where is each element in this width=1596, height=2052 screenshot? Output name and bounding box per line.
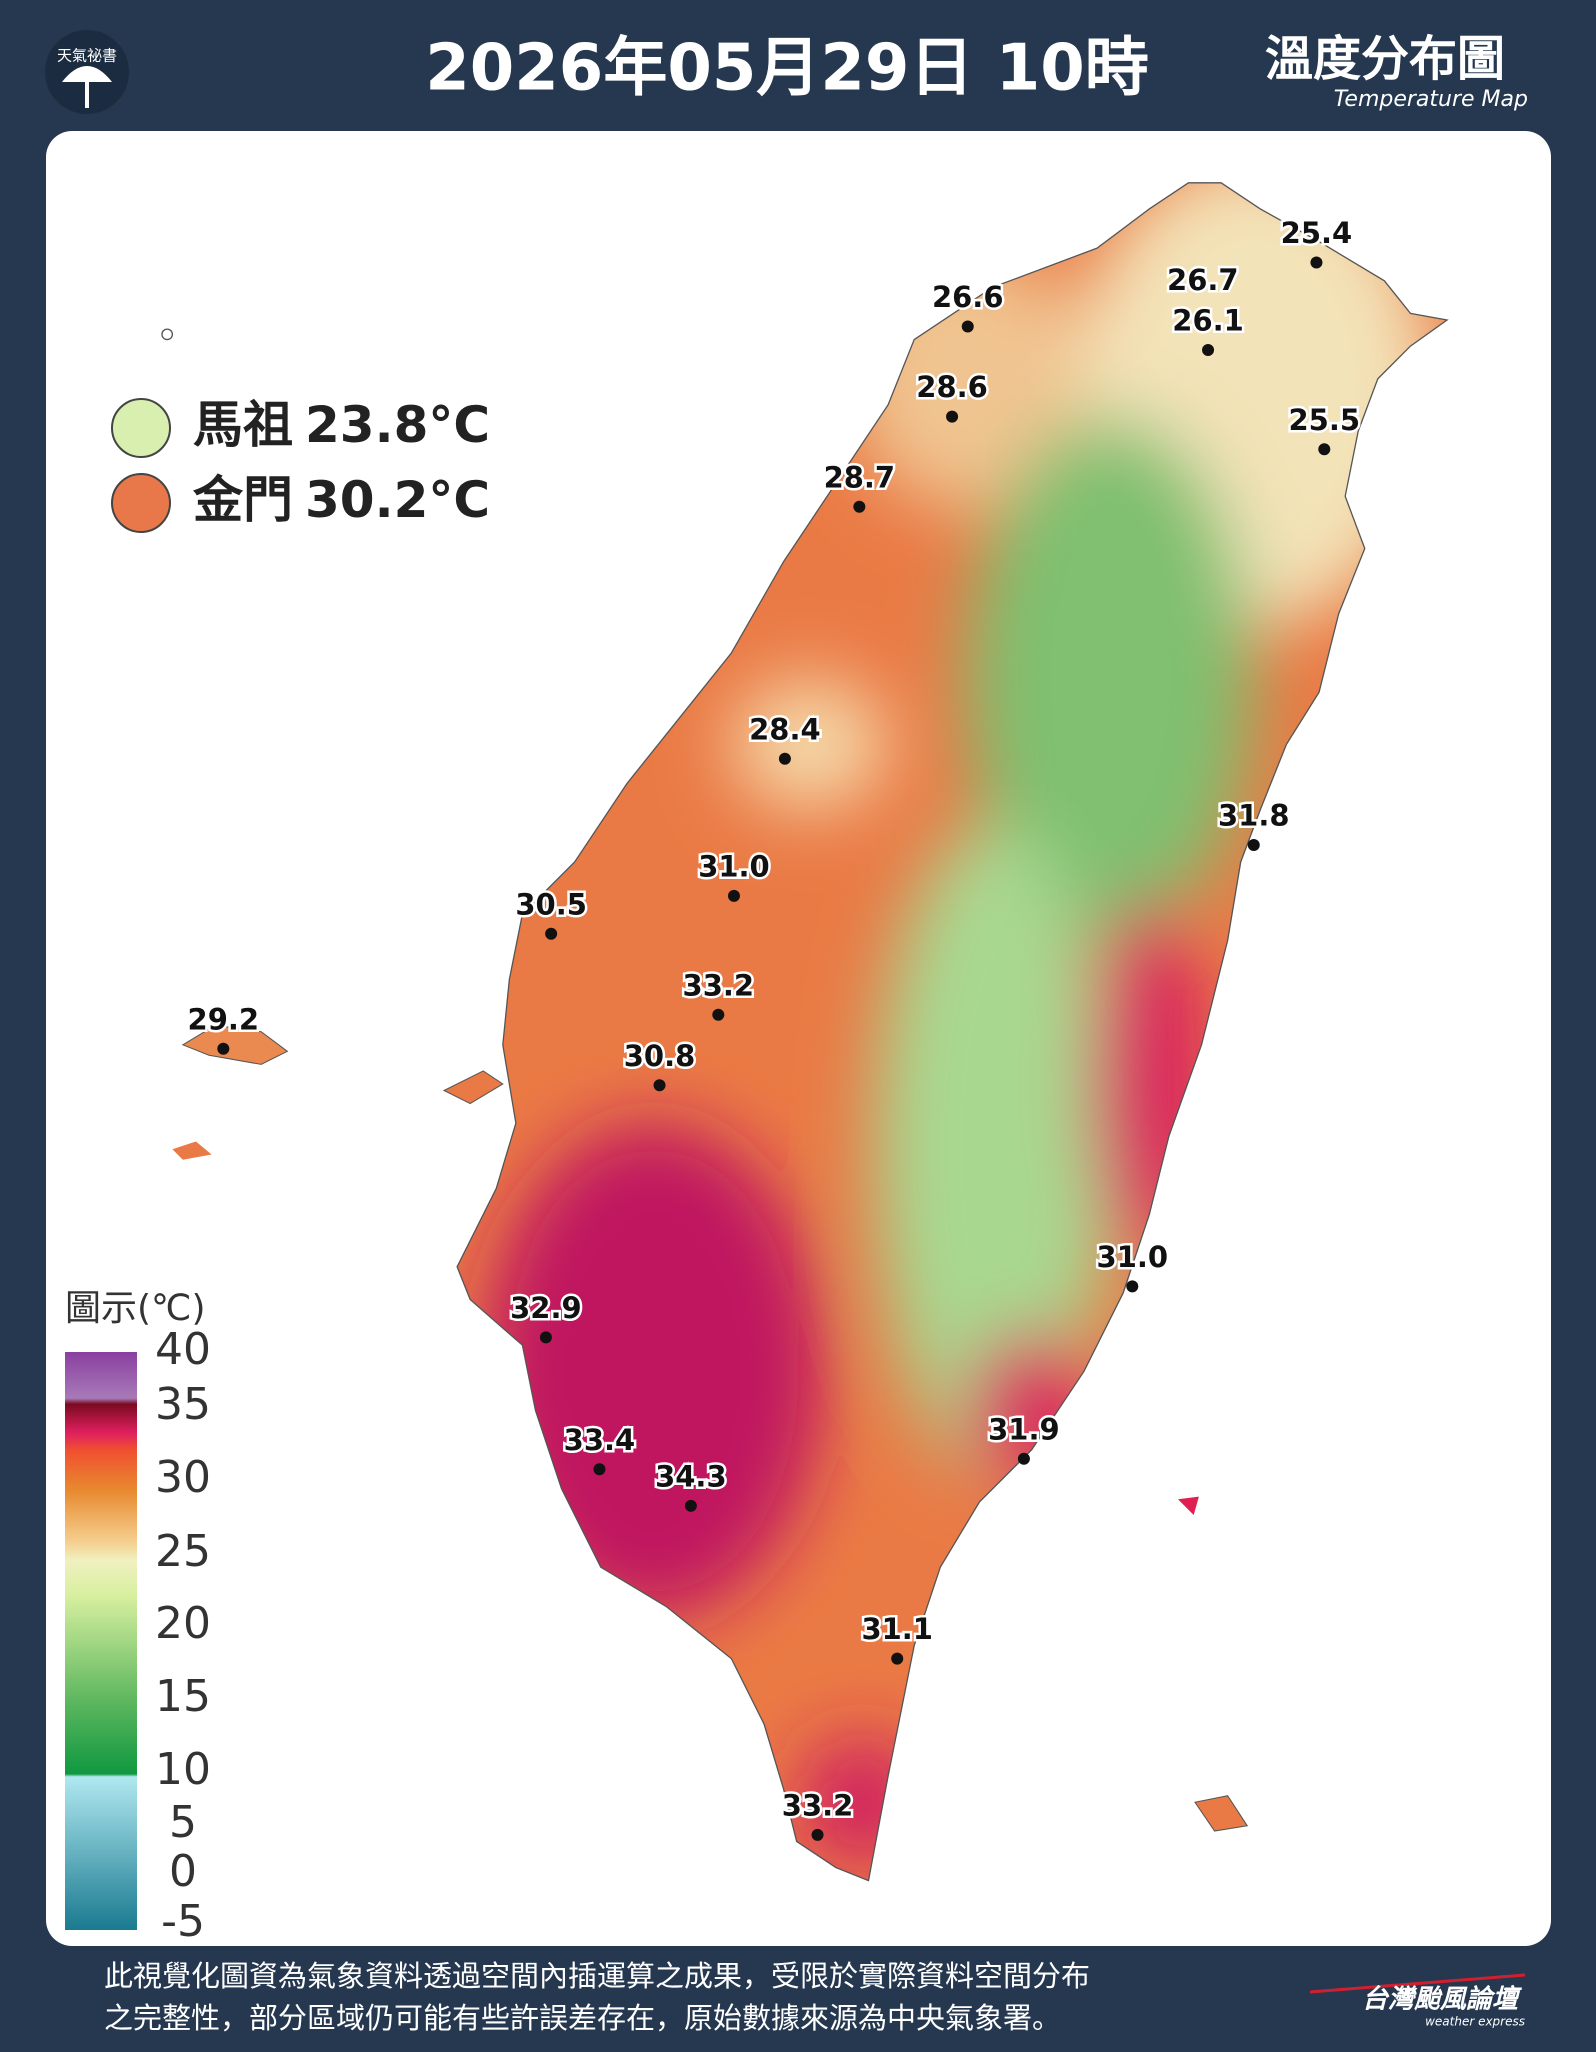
legend-tick: 25 [155,1526,211,1577]
island-value: 30.2°C [305,471,490,529]
island-swatch [111,398,171,458]
legend-tick: -5 [161,1896,205,1947]
station-temp: 32.9 [510,1291,582,1325]
station-temp: 29.2 [188,1002,260,1036]
legend-title: 圖示(℃) [65,1288,206,1329]
station-temp: 31.1 [861,1612,933,1646]
footer-line: 之完整性，部分區域仍可能有些許誤差存在，原始數據來源為中央氣象署。 [104,2001,1061,2035]
legend-tick: 0 [169,1846,197,1897]
island-name: 金門 [193,471,293,529]
outlying-islands: 馬祖 23.8°C金門 30.2°C [111,396,490,533]
island-reading: 金門 30.2°C [193,471,490,529]
station-temp: 28.4 [749,712,821,746]
station-dot [653,1079,666,1092]
station-dot [853,500,866,513]
station-dot [1247,838,1260,851]
station-temp: 26.6 [932,280,1004,314]
station-dot [1017,1452,1030,1465]
station-dot [545,927,558,940]
station-dot [539,1331,552,1344]
legend-bar [65,1352,137,1930]
station-dot [593,1463,606,1476]
brand: 台灣颱風論壇 [1362,1985,1523,2015]
station-temp: 33.4 [564,1423,636,1457]
station-dot [684,1499,697,1512]
station-dot [727,889,740,902]
logo-text: 天氣祕書 [57,47,117,65]
legend-tick: 30 [155,1452,211,1503]
station-dot [946,410,959,423]
station-temp: 31.9 [988,1412,1060,1446]
station-temp: 28.6 [916,370,988,404]
station-dot [1310,256,1323,269]
station-temp: 31.0 [698,849,770,883]
stations: 25.4 26.7 26.1 26.6 28.6 25.5 28.7 28.4 31.8 31.0… [185,214,1363,1841]
station-dot [1126,1280,1139,1293]
station-dot [961,320,974,333]
station-dot [811,1828,824,1841]
station-temp: 34.3 [655,1459,727,1493]
station-temp: 25.4 [1281,216,1353,250]
island-reading: 馬祖 23.8°C [193,396,490,454]
station-temp: 26.1 [1172,304,1244,338]
station-temp: 30.5 [515,887,587,921]
island-value: 23.8°C [305,396,490,454]
station-dot [1318,443,1331,456]
station-dot [891,1652,904,1665]
title: 2026年05月29日 10時 [425,32,1149,106]
station-temp: 31.8 [1218,799,1290,833]
station-temp: 25.5 [1289,403,1361,437]
station-dot [778,752,791,765]
legend-tick: 15 [155,1671,211,1722]
station-temp: 26.7 [1167,263,1239,297]
footer-line: 此視覺化圖資為氣象資料透過空間內插運算之成果，受限於實際資料空間分布 [104,1959,1090,1993]
station-temp: 28.7 [824,460,896,494]
logo: 天氣祕書 [45,30,129,114]
island-name: 馬祖 [193,396,293,454]
legend-tick: 40 [155,1324,211,1375]
island-swatch [111,473,171,533]
station-temp: 31.0 [1097,1240,1169,1274]
station-dot [712,1008,725,1021]
station-temp: 33.2 [782,1789,854,1823]
brand-sub: weather express [1425,2015,1525,2029]
legend-tick: 5 [169,1797,197,1848]
legend-tick: 35 [155,1379,211,1430]
station-dot [1202,344,1215,357]
map-title: 溫度分布圖 [1265,31,1505,87]
legend-tick: 10 [155,1744,211,1795]
station-temp: 33.2 [683,968,755,1002]
legend-tick: 20 [155,1598,211,1649]
map-subtitle: Temperature Map [1334,87,1528,112]
station-dot [217,1042,230,1055]
station-temp: 30.8 [624,1039,696,1073]
brand-stripe [1309,1973,1526,1994]
